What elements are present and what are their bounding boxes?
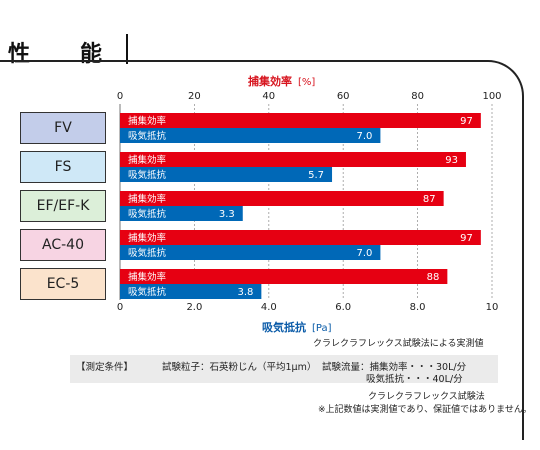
bottom-tick-label: 0 [116,302,124,313]
bottom-axis-title: 吸気抵抗 [Pa] [262,319,332,335]
series-label: 吸気抵抗 [128,169,167,181]
method-note: クラレクラフレックス試験法による実測値 [313,339,484,349]
plot-area: 捕集効率 97 吸気抵抗 7.0 捕集効率 93 吸気抵抗 5.7 捕集効率 87 吸気抵抗 3.3 捕… [119,104,493,300]
data-label: 88 [427,272,440,283]
bar-resistance [120,167,333,182]
series-label: 捕集効率 [128,232,167,244]
conditions-box: 【測定条件】 試験粒子：石英粉じん（平均1μm） 試験流量：捕集効率・・・30L… [70,355,498,385]
bottom-axis-unit: [Pa] [312,323,332,334]
bottom-tick-label: 4.0 [260,302,277,313]
bar-resistance [120,206,243,221]
bar-chart: 捕集効率 97 吸気抵抗 7.0 捕集効率 93 吸気抵抗 5.7 捕集効率 87 吸気抵抗 3.3 捕… [119,104,493,300]
conditions-label: 【測定条件】 [76,362,134,373]
bar-efficiency [120,269,448,284]
top-axis-title-text: 捕集効率 [248,75,292,88]
data-label: 3.3 [219,209,235,220]
series-label: 捕集効率 [128,271,167,283]
bar-resistance [120,284,262,299]
model-label: EF/EF-K [20,190,106,222]
test-particle: 試験粒子：石英粉じん（平均1μm） [162,362,317,373]
top-axis-unit: [%] [298,77,316,88]
series-label: 吸気抵抗 [128,130,167,142]
model-label: FS [20,151,106,183]
top-tick-label: 100 [482,91,502,102]
data-label: 5.7 [308,170,324,181]
bottom-tick-label: 10 [485,302,499,313]
bar-efficiency [120,113,481,128]
data-label: 7.0 [356,248,372,259]
bar-resistance [120,245,381,260]
bar-resistance [120,128,381,143]
bar-efficiency [120,152,466,167]
top-tick-label: 40 [262,91,276,102]
series-label: 捕集効率 [128,193,167,205]
top-tick-label: 80 [411,91,424,102]
flow-efficiency: 試験流量：捕集効率・・・30L/分 [322,362,467,373]
model-label: FV [20,112,106,144]
series-label: 吸気抵抗 [128,286,167,298]
bottom-tick-label: 8.0 [409,302,426,313]
top-tick-label: 0 [116,91,124,102]
bottom-tick-label: 6.0 [335,302,352,313]
top-tick-label: 60 [336,91,350,102]
disclaimer-note: ※上記数値は実測値であり、保証値ではありません。 [318,405,532,415]
series-label: 捕集効率 [128,115,167,127]
data-label: 87 [423,194,436,205]
method-name-note: クラレクラフレックス試験法 [368,392,485,402]
top-axis-title: 捕集効率 [%] [248,73,315,89]
flow-resistance: 吸気抵抗・・・40L/分 [366,374,463,385]
series-label: 捕集効率 [128,154,167,166]
bar-efficiency [120,230,481,245]
top-tick-label: 20 [188,91,201,102]
series-label: 吸気抵抗 [128,247,167,259]
data-label: 3.8 [237,287,253,298]
title-divider [126,34,128,64]
model-label: AC-40 [20,229,106,261]
series-label: 吸気抵抗 [128,208,167,220]
chart-panel [0,60,524,440]
data-label: 93 [445,155,458,166]
model-label: EC-5 [20,268,106,300]
data-label: 97 [460,233,473,244]
data-label: 97 [460,116,473,127]
data-label: 7.0 [356,131,372,142]
bottom-tick-label: 2.0 [186,302,203,313]
bottom-axis-title-text: 吸気抵抗 [262,321,306,334]
bar-efficiency [120,191,444,206]
